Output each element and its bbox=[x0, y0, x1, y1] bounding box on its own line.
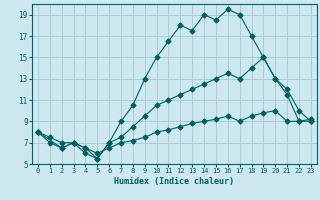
X-axis label: Humidex (Indice chaleur): Humidex (Indice chaleur) bbox=[115, 177, 234, 186]
